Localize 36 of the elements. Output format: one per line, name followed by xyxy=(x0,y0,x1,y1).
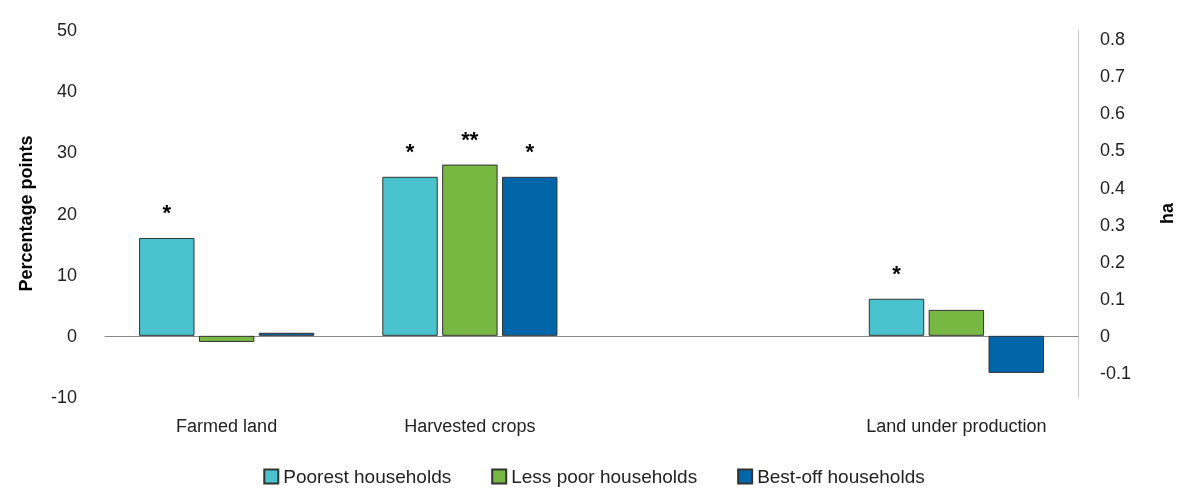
bar xyxy=(442,164,498,336)
y-tick-label: 30 xyxy=(56,142,77,163)
y2-tick-label: 0.5 xyxy=(1100,140,1126,161)
y-tick-label: 20 xyxy=(56,203,77,224)
bar xyxy=(139,237,195,336)
y2-tick-label: 0 xyxy=(1100,325,1111,346)
y2-tick-label: 0.2 xyxy=(1100,251,1126,272)
y2-tick-label: -0.1 xyxy=(1100,362,1132,383)
bar xyxy=(258,332,315,336)
y2-axis-title: ha xyxy=(1157,202,1177,225)
y-tick-label: 0 xyxy=(66,325,77,346)
data-label: * xyxy=(525,139,535,165)
legend-label: Less poor households xyxy=(511,466,698,487)
bar xyxy=(502,176,558,336)
y-tick-label: 40 xyxy=(56,81,77,102)
data-label: ** xyxy=(461,127,479,153)
y2-tick-label: 0.8 xyxy=(1100,29,1126,50)
y2-tick-label: 0.3 xyxy=(1100,214,1126,235)
data-label: * xyxy=(162,200,172,226)
legend-label: Poorest households xyxy=(283,466,452,487)
bar xyxy=(382,176,438,336)
legend-label: Best-off households xyxy=(757,466,925,487)
y-tick-label: 50 xyxy=(56,20,77,40)
data-label: * xyxy=(892,261,902,287)
data-label: * xyxy=(405,139,415,165)
x-tick-label: Farmed land xyxy=(176,416,278,436)
y-axis-title: Percentage points xyxy=(16,135,36,292)
y2-tick-label: 0.6 xyxy=(1100,103,1126,124)
x-tick-label: Land under production xyxy=(866,416,1047,436)
y-tick-label: -10 xyxy=(50,387,77,407)
x-tick-label: Harvested crops xyxy=(404,416,536,436)
y2-tick-label: 0.4 xyxy=(1100,177,1126,198)
y-tick-label: 10 xyxy=(56,264,77,285)
y2-tick-label: 0.7 xyxy=(1100,66,1126,87)
y2-tick-label: 0.1 xyxy=(1100,288,1126,309)
bar xyxy=(198,335,255,342)
